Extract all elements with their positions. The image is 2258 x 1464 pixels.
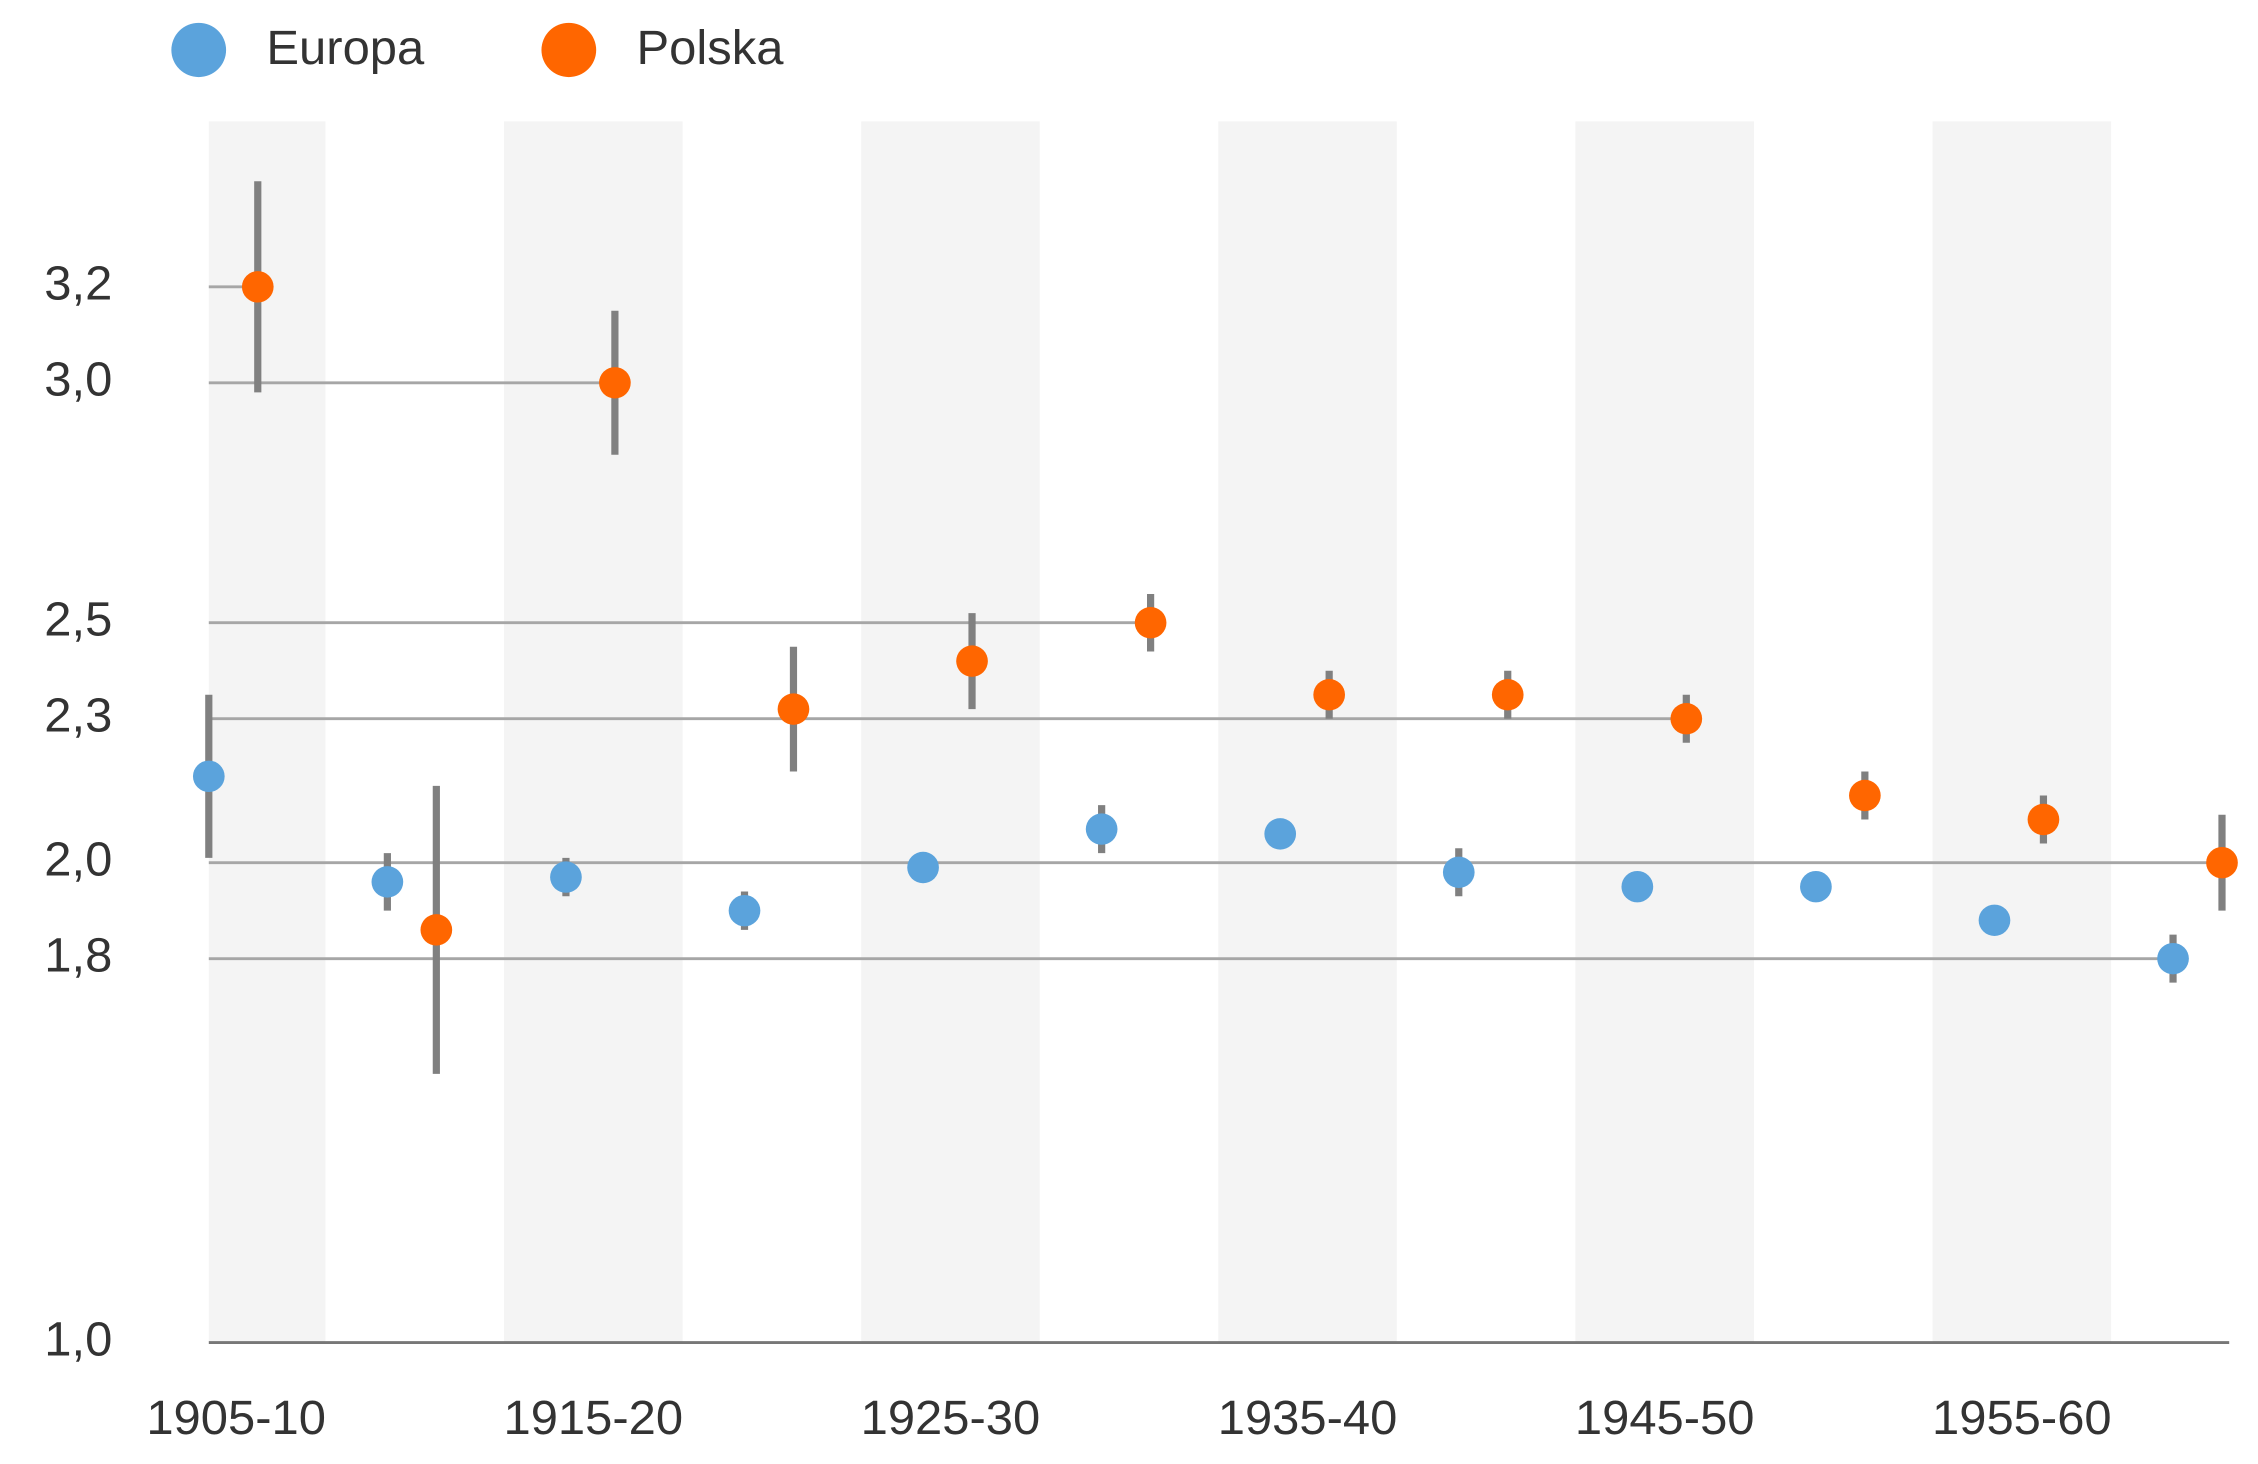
dot — [1978, 904, 2011, 936]
y-tick-label: 2,5 — [44, 593, 112, 647]
dot — [1134, 607, 1167, 639]
dot — [956, 645, 988, 677]
dot — [2206, 846, 2238, 879]
dot — [550, 861, 582, 893]
grid — [208, 285, 2230, 1345]
x-tick-label: 1925-30 — [861, 1391, 1041, 1445]
y-tick-label: 1,0 — [44, 1313, 112, 1367]
dot — [599, 367, 631, 399]
dot — [1849, 779, 1881, 812]
x-tick-label: 1915-20 — [503, 1391, 683, 1445]
dot — [1085, 813, 1118, 845]
dot — [1491, 679, 1524, 711]
dot — [1621, 870, 1654, 903]
dot — [1313, 679, 1346, 711]
y-tick-label: 3,2 — [44, 257, 112, 311]
bands — [208, 121, 2112, 1343]
band — [1932, 121, 2112, 1343]
marks — [192, 181, 2238, 1074]
dot — [241, 271, 274, 303]
dot — [777, 693, 810, 725]
y-tick-label: 1,8 — [44, 929, 112, 983]
legend-label: Polska — [637, 21, 785, 75]
band — [1575, 121, 1754, 1343]
x-tick-label: 1955-60 — [1932, 1391, 2112, 1445]
dot — [2027, 803, 2060, 836]
band — [861, 121, 1040, 1343]
legend-label: Europa — [266, 21, 425, 75]
band — [208, 121, 326, 1343]
x-tick-label: 1905-10 — [146, 1391, 326, 1445]
dot — [1442, 856, 1475, 888]
dot — [907, 851, 939, 884]
dot — [1670, 703, 1703, 735]
dot — [1264, 818, 1297, 850]
legend-swatch — [171, 22, 227, 78]
dot — [192, 760, 225, 793]
dot — [1800, 870, 1832, 903]
dot — [728, 894, 761, 927]
band — [504, 121, 683, 1343]
band — [1218, 121, 1397, 1343]
dot — [420, 914, 453, 946]
y-tick-label: 3,0 — [44, 353, 112, 407]
dot — [371, 866, 404, 898]
y-tick-label: 2,0 — [44, 833, 112, 887]
legend-swatch — [541, 22, 597, 78]
y-tick-label: 2,3 — [44, 689, 112, 743]
dot — [2157, 942, 2189, 975]
x-tick-label: 1945-50 — [1575, 1391, 1755, 1445]
x-tick-label: 1935-40 — [1218, 1391, 1398, 1445]
